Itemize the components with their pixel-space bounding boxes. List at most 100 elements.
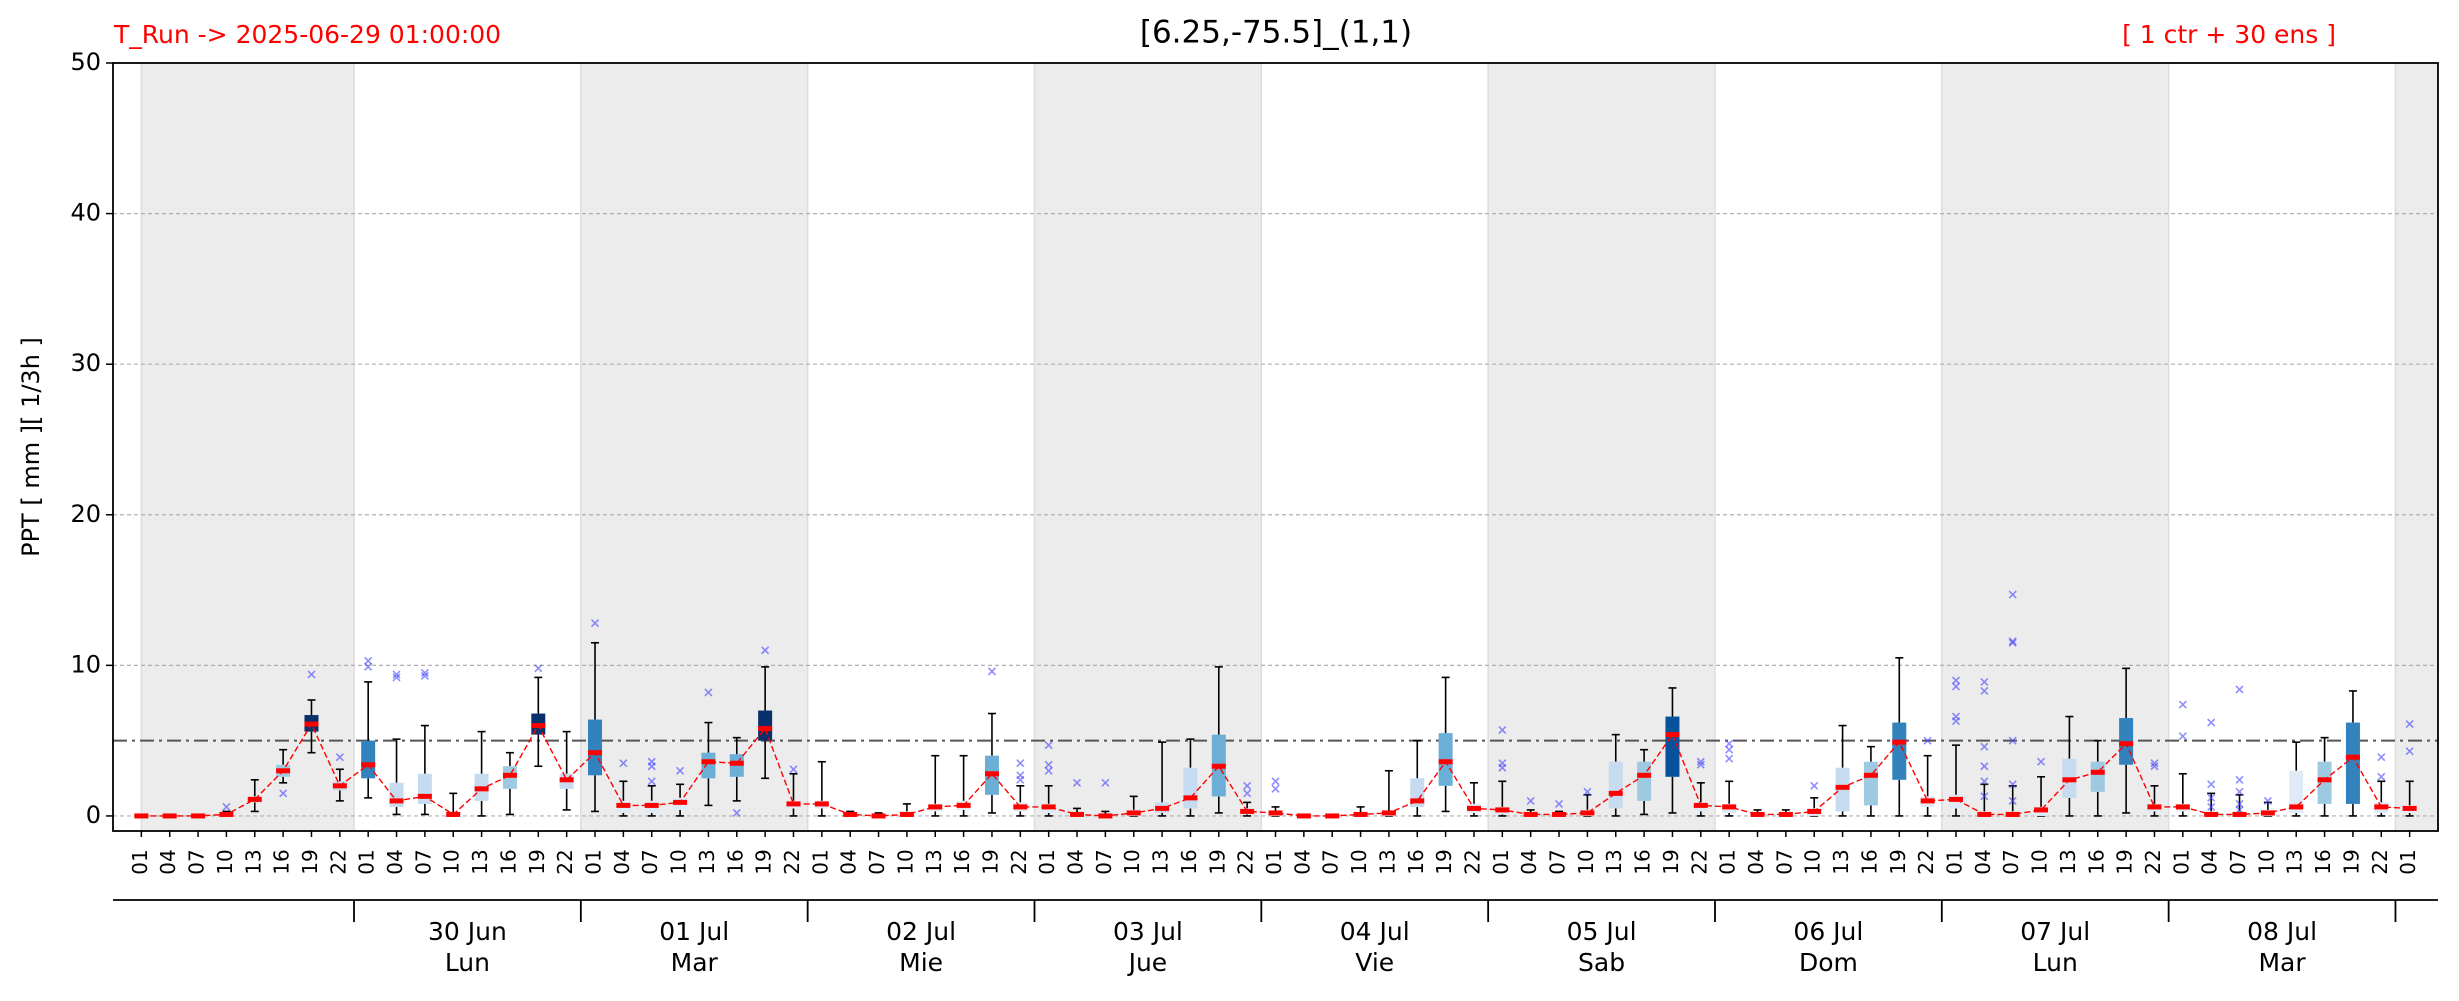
outlier [1980,677,1989,686]
box [758,710,773,741]
x-tick-label: 01 [1716,849,1740,874]
median-marker [1892,739,1907,745]
x-tick-label: 10 [440,849,464,874]
median-marker [786,801,801,807]
median-marker [474,786,489,792]
x-tick-label: 07 [185,849,209,874]
median-marker [1863,772,1878,778]
median-marker [417,793,432,799]
x-tick-label: 19 [1659,849,1683,874]
x-tick-label: 04 [383,849,407,874]
median-marker [758,726,773,732]
y-tick-label: 30 [70,349,101,377]
x-tick-label: 13 [922,849,946,874]
x-tick-label: 07 [1319,849,1343,874]
outlier [2235,787,2244,796]
shade-band [2395,63,2438,831]
x-tick-label: 16 [496,849,520,874]
median-marker [1325,813,1340,819]
x-tick-label: 04 [1517,849,1541,874]
outlier [704,688,713,697]
outlier [1980,777,1989,786]
outlier [364,656,373,665]
outlier [1072,778,1082,787]
x-tick-label: 22 [1234,849,1258,874]
x-tick-label: 07 [411,849,435,874]
outlier [1554,799,1564,808]
median-marker [219,811,234,817]
box [2090,761,2105,792]
outlier [335,753,344,762]
median-marker [2005,811,2020,817]
median-marker [1920,798,1935,804]
day-weekday: Vie [1355,948,1394,977]
outlier [1101,778,1110,787]
x-tick-label: 07 [1772,849,1796,874]
outlier [2008,637,2017,646]
x-tick-label: 01 [582,849,606,874]
outlier [2150,759,2159,768]
x-tick-label: 13 [695,849,719,874]
median-marker [2034,807,2049,813]
outlier [1271,784,1280,793]
outlier [1044,760,1053,769]
median-marker [2345,754,2360,760]
day-weekday: Dom [1799,948,1858,977]
median-marker [1070,811,1085,817]
box [701,752,716,779]
box [1863,761,1878,806]
outlier [392,670,401,679]
outlier [1044,766,1053,775]
x-tick-label: 10 [1347,849,1371,874]
x-tick-label: 22 [780,849,804,874]
outlier [2207,718,2216,727]
day-weekday: Lun [2033,948,2078,977]
x-tick-label: 16 [270,849,294,874]
median-marker [1977,811,1992,817]
y-tick-label: 20 [70,500,101,528]
x-tick-label: 16 [723,849,747,874]
box [361,740,376,779]
median-marker [361,762,376,768]
outlier [1980,686,1989,696]
median-marker [2260,810,2275,816]
outlier [1980,742,1989,751]
outlier [2008,736,2017,745]
x-tick-label: 04 [837,849,861,874]
y-tick-label: 0 [86,801,101,829]
day-weekday: Mar [2258,948,2306,977]
median-marker [899,811,914,817]
median-marker [247,796,262,802]
box [1892,722,1907,780]
x-tick-label: 19 [1205,849,1229,874]
outlier [761,646,770,655]
median-marker [1552,811,1567,817]
x-tick-label: 01 [355,849,379,874]
x-tick-label: 10 [213,849,237,874]
box [1183,767,1198,809]
day-weekday: Mar [671,948,719,977]
x-tick-label: 10 [893,849,917,874]
outlier [1810,781,1819,790]
day-date: 02 Jul [886,917,956,946]
outlier [2377,772,2386,781]
outlier [647,777,656,786]
median-marker [1580,810,1595,816]
x-tick-label: 10 [2028,849,2052,874]
median-marker [1693,802,1708,808]
x-tick-label: 16 [1631,849,1655,874]
x-tick-label: 04 [610,849,634,874]
median-marker [701,759,716,765]
x-tick-label: 13 [468,849,492,874]
median-marker [502,772,517,778]
box [1608,761,1623,809]
median-marker [588,750,603,756]
median-marker [2119,741,2134,747]
outlier [2150,762,2159,771]
median-marker [1722,804,1737,810]
median-marker [2374,804,2389,810]
outlier [2008,796,2017,805]
outlier [222,802,231,811]
median-marker [559,777,574,783]
outlier [1016,775,1025,784]
